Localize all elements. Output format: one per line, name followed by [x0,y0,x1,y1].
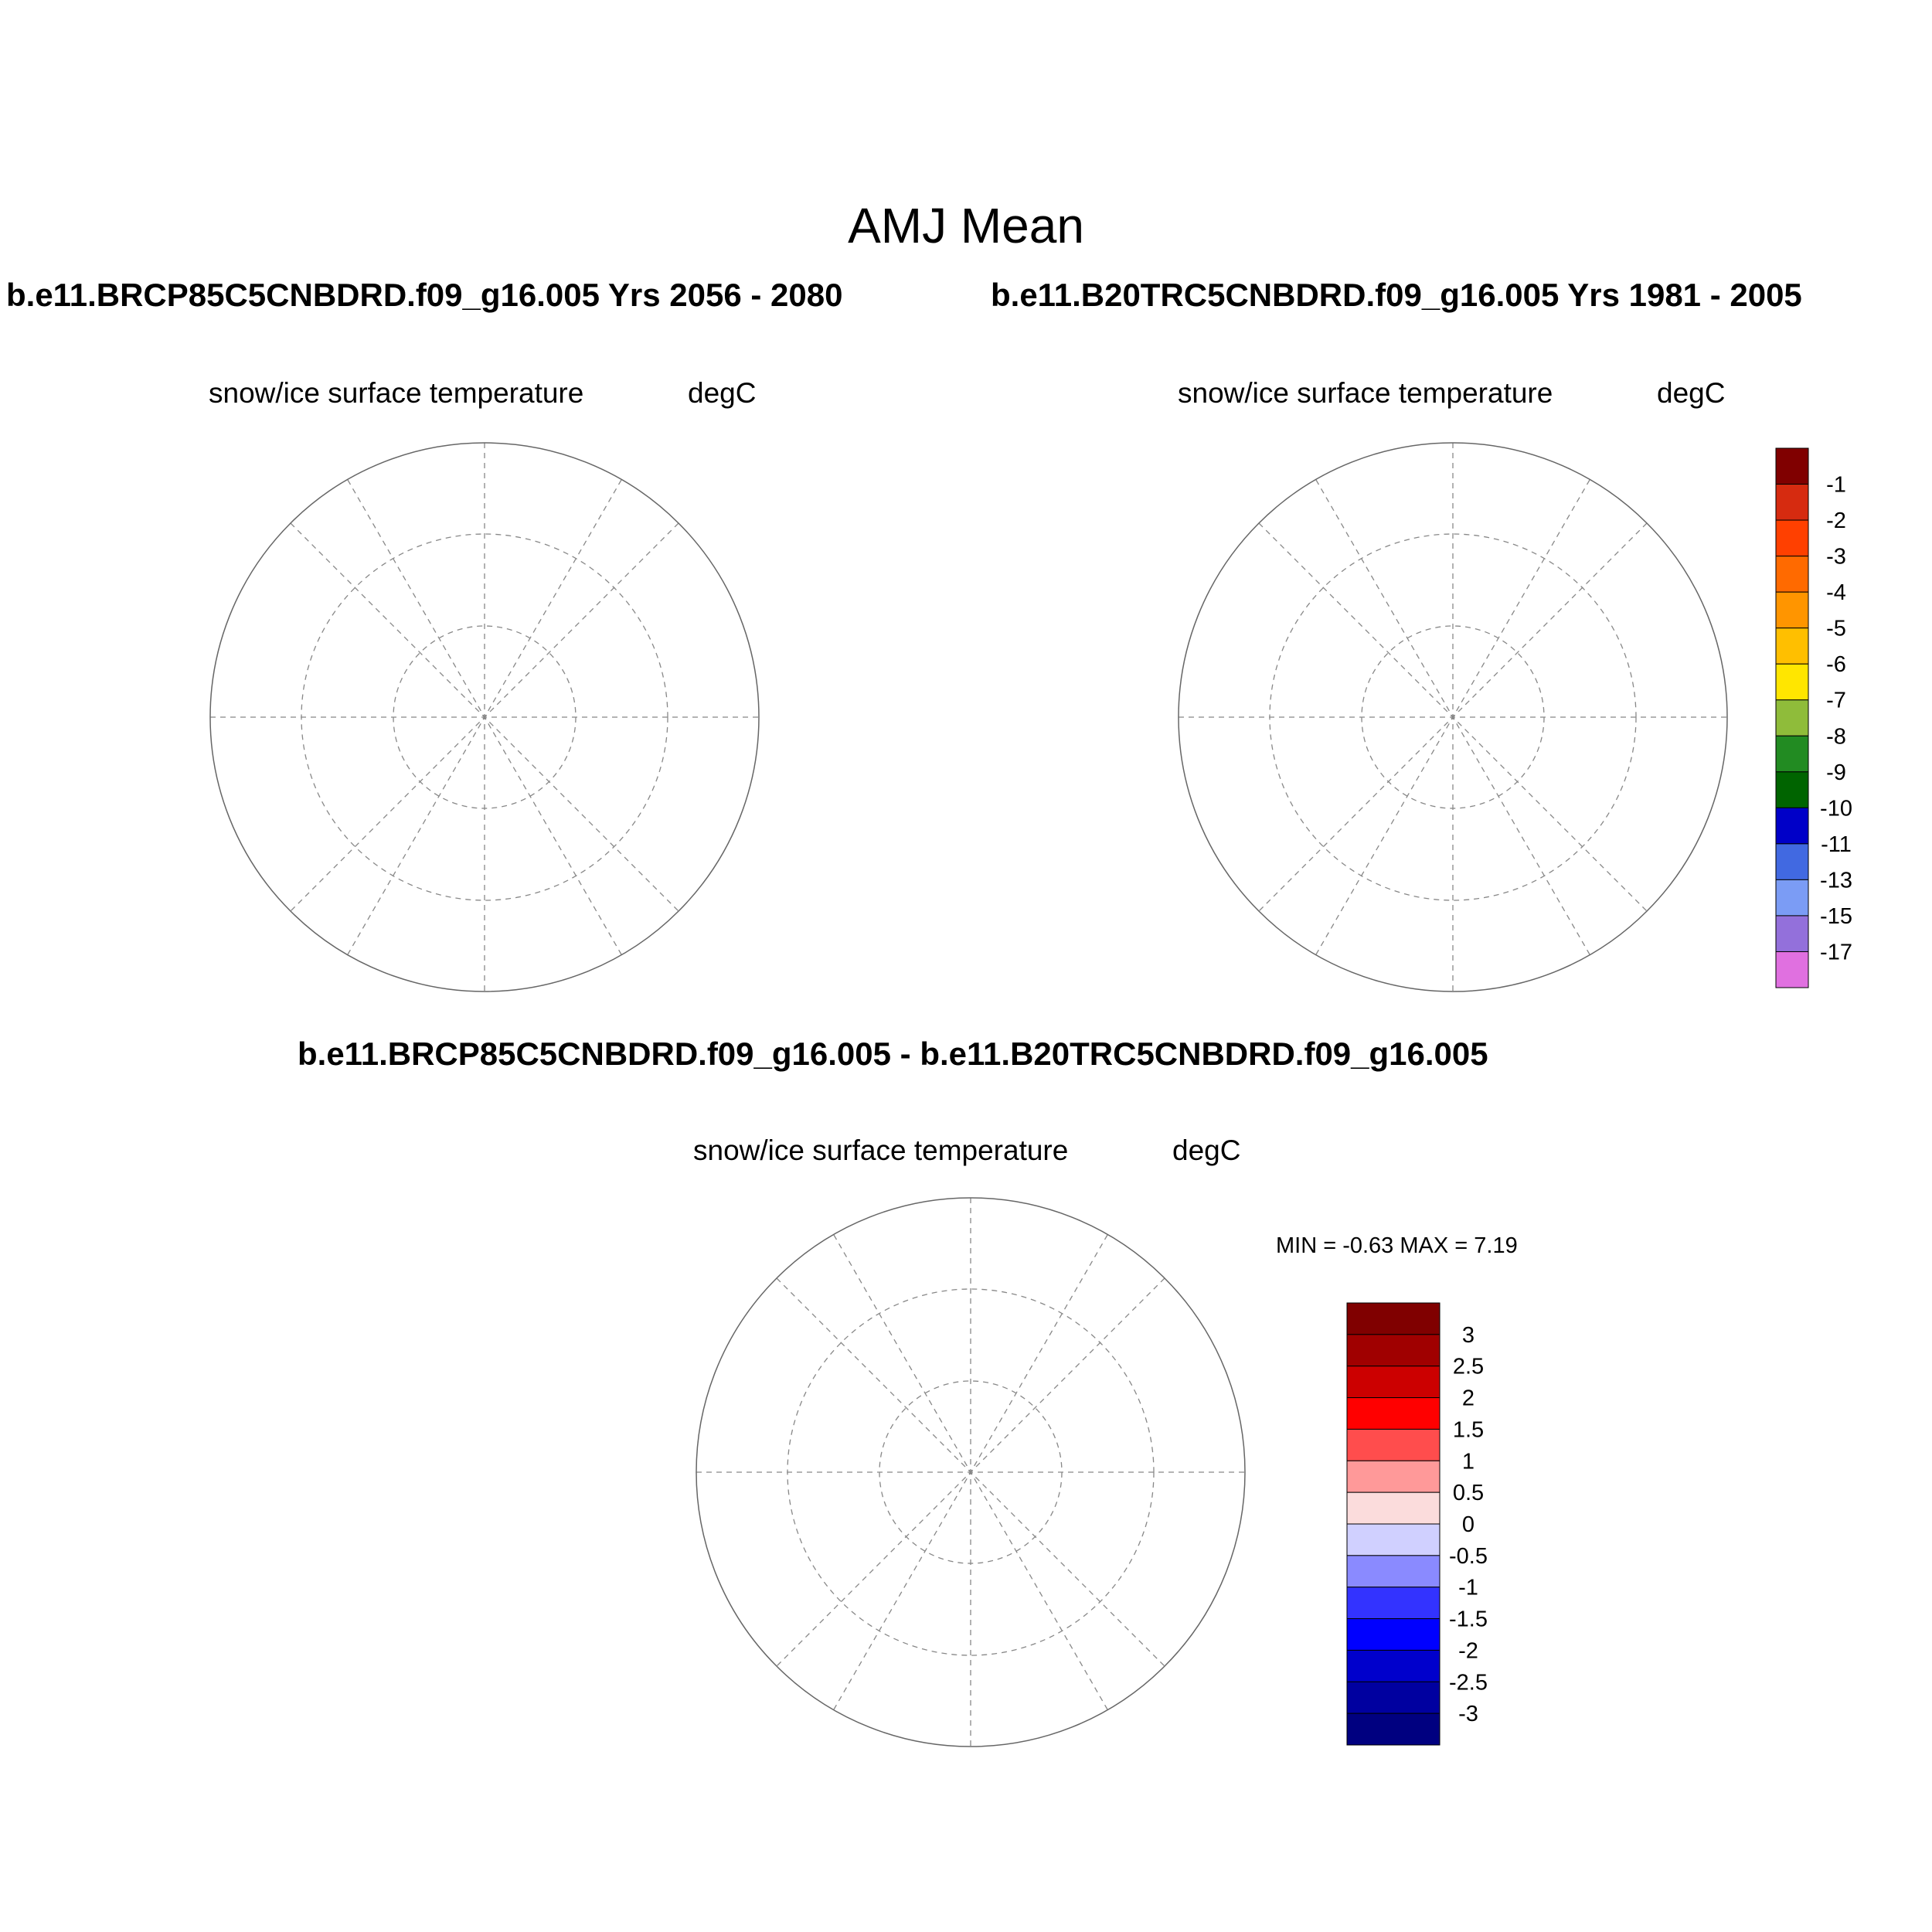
colorbar-tick-label: -1 [1826,473,1846,498]
colorbar-swatch [1346,1649,1440,1682]
colorbar-swatch [1346,1523,1440,1556]
panel-2-case-title: b.e11.B20TRC5CNBDRD.f09_g16.005 Yrs 1981… [991,277,1802,313]
panel-3-variable: snow/ice surface temperature [693,1134,1069,1166]
colorbar-swatch [1775,771,1809,808]
colorbar-swatch [1775,807,1809,845]
colorbar-tick-label: 0 [1462,1512,1475,1537]
colorbar-swatch [1346,1366,1440,1399]
colorbar-swatch [1775,915,1809,952]
colorbar-swatch [1346,1618,1440,1651]
colorbar-tick-label: -6 [1826,652,1846,677]
colorbar-swatch [1775,879,1809,917]
colorbar-swatch [1775,951,1809,988]
colorbar-tick-label: -2 [1458,1638,1478,1663]
colorbar-swatch [1346,1460,1440,1493]
colorbar-tick-label: -13 [1820,868,1852,893]
colorbar-swatch [1775,663,1809,701]
colorbar-tick-label: -10 [1820,796,1852,821]
colorbar-tick-label: -4 [1826,580,1846,605]
colorbar-swatch [1346,1428,1440,1461]
colorbar-tick-label: -9 [1826,760,1846,785]
colorbar-swatch [1775,556,1809,593]
polar-map-historical [1178,442,1728,992]
graticule [210,443,759,992]
colorbar-tick-label: -8 [1826,724,1846,749]
colorbar-swatch [1775,699,1809,736]
colorbar-swatch [1346,1681,1440,1714]
colorbar-tick-label: -2 [1826,509,1846,533]
colorbar-swatch [1346,1713,1440,1746]
colorbar-tick-label: 2 [1462,1386,1475,1411]
colorbar-tick-label: 1 [1462,1449,1475,1474]
polar-map-future [209,442,760,992]
figure-title: AMJ Mean [848,198,1084,253]
colorbar-tick-label: 0.5 [1453,1481,1484,1505]
panel-2-units: degC [1657,377,1726,409]
colorbar-swatch [1346,1334,1440,1367]
colorbar-swatch [1346,1587,1440,1620]
colorbar-tick-label: -11 [1821,832,1852,857]
graticule [1179,443,1727,992]
panel-1-units: degC [688,377,757,409]
colorbar-difference: 3 2.5 2 1.5 1 0.5 0 -0.5 -1 -1.5 -2 -2.5 -3 [1346,1302,1488,1746]
panel-3-units: degC [1172,1134,1241,1166]
colorbar-tick-label: -3 [1826,545,1846,570]
colorbar-swatch [1775,843,1809,880]
colorbar-swatch [1346,1492,1440,1525]
polar-map-difference [696,1197,1246,1747]
colorbar-tick-label: 1.5 [1453,1417,1484,1442]
colorbar-swatch [1775,484,1809,521]
colorbar-swatch [1775,628,1809,665]
diff-title: b.e11.BRCP85C5CNBDRD.f09_g16.005 - b.e11… [298,1036,1488,1072]
colorbar-tick-label: -17 [1820,940,1852,964]
graticule [696,1198,1245,1747]
colorbar-tick-label: -2.5 [1449,1670,1488,1695]
colorbar-tick-label: -3 [1458,1702,1478,1726]
colorbar-tick-label: -1.5 [1449,1607,1488,1632]
colorbar-tick-label: -0.5 [1449,1544,1488,1569]
minmax-readout: MIN = -0.63 MAX = 7.19 [1276,1233,1518,1258]
colorbar-tick-label: 2.5 [1453,1355,1484,1379]
panel-2-variable: snow/ice surface temperature [1178,377,1553,409]
colorbar-main: -1 -2 -3 -4 -5 -6 -7 -8 -9 -10 -11 -13 -15 -17 [1775,447,1852,988]
colorbar-tick-label: -5 [1826,617,1846,641]
panel-1-variable: snow/ice surface temperature [209,377,584,409]
colorbar-swatch [1346,1302,1440,1335]
colorbar-swatch [1775,591,1809,629]
colorbar-tick-label: -7 [1826,689,1846,713]
colorbar-swatch [1775,447,1809,485]
colorbar-swatch [1346,1397,1440,1430]
panel-1-case-title: b.e11.BRCP85C5CNBDRD.f09_g16.005 Yrs 205… [6,277,843,313]
colorbar-swatch [1346,1555,1440,1588]
colorbar-tick-label: -1 [1458,1576,1478,1600]
colorbar-tick-label: 3 [1462,1323,1475,1348]
colorbar-swatch [1775,519,1809,557]
colorbar-swatch [1775,735,1809,773]
colorbar-tick-label: -15 [1820,904,1852,929]
